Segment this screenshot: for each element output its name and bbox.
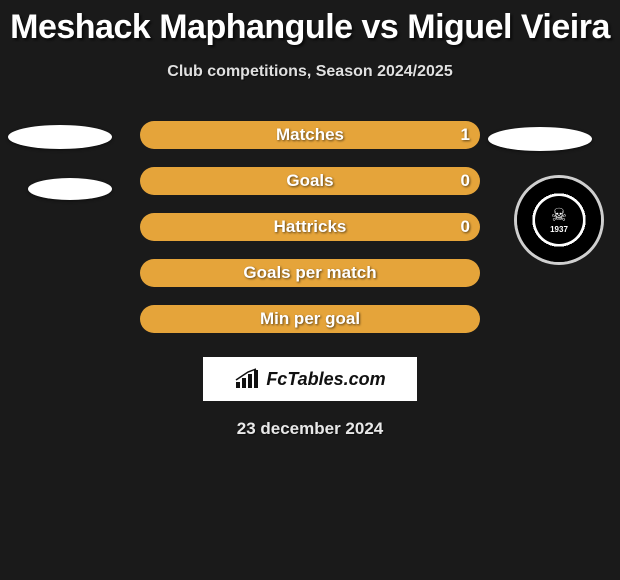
stat-bar: Goals0 — [140, 167, 480, 195]
bar-label: Goals — [140, 167, 480, 195]
bar-value-right: 0 — [461, 213, 470, 241]
player-left-badge-2 — [28, 178, 112, 200]
page-title: Meshack Maphangule vs Miguel Vieira — [0, 0, 620, 47]
chart-icon — [234, 368, 262, 390]
bar-value-right: 0 — [461, 167, 470, 195]
skull-icon: ☠ — [551, 206, 567, 224]
date: 23 december 2024 — [0, 419, 620, 439]
crest-inner: ☠ 1937 — [535, 196, 584, 245]
bar-value-right: 1 — [461, 121, 470, 149]
player-left-badge-1 — [8, 125, 112, 149]
bar-label: Goals per match — [140, 259, 480, 287]
stat-bar: Goals per match — [140, 259, 480, 287]
crest-year: 1937 — [550, 225, 568, 234]
bar-label: Matches — [140, 121, 480, 149]
bar-label: Min per goal — [140, 305, 480, 333]
watermark-text: FcTables.com — [266, 369, 385, 390]
stat-bar: Min per goal — [140, 305, 480, 333]
stat-bar: Matches1 — [140, 121, 480, 149]
watermark: FcTables.com — [203, 357, 417, 401]
stat-bar: Hattricks0 — [140, 213, 480, 241]
player-right-badge-1 — [488, 127, 592, 151]
subtitle: Club competitions, Season 2024/2025 — [0, 63, 620, 81]
comparison-infographic: Meshack Maphangule vs Miguel Vieira Club… — [0, 0, 620, 580]
bar-label: Hattricks — [140, 213, 480, 241]
club-crest-right: ☠ 1937 — [517, 178, 601, 262]
